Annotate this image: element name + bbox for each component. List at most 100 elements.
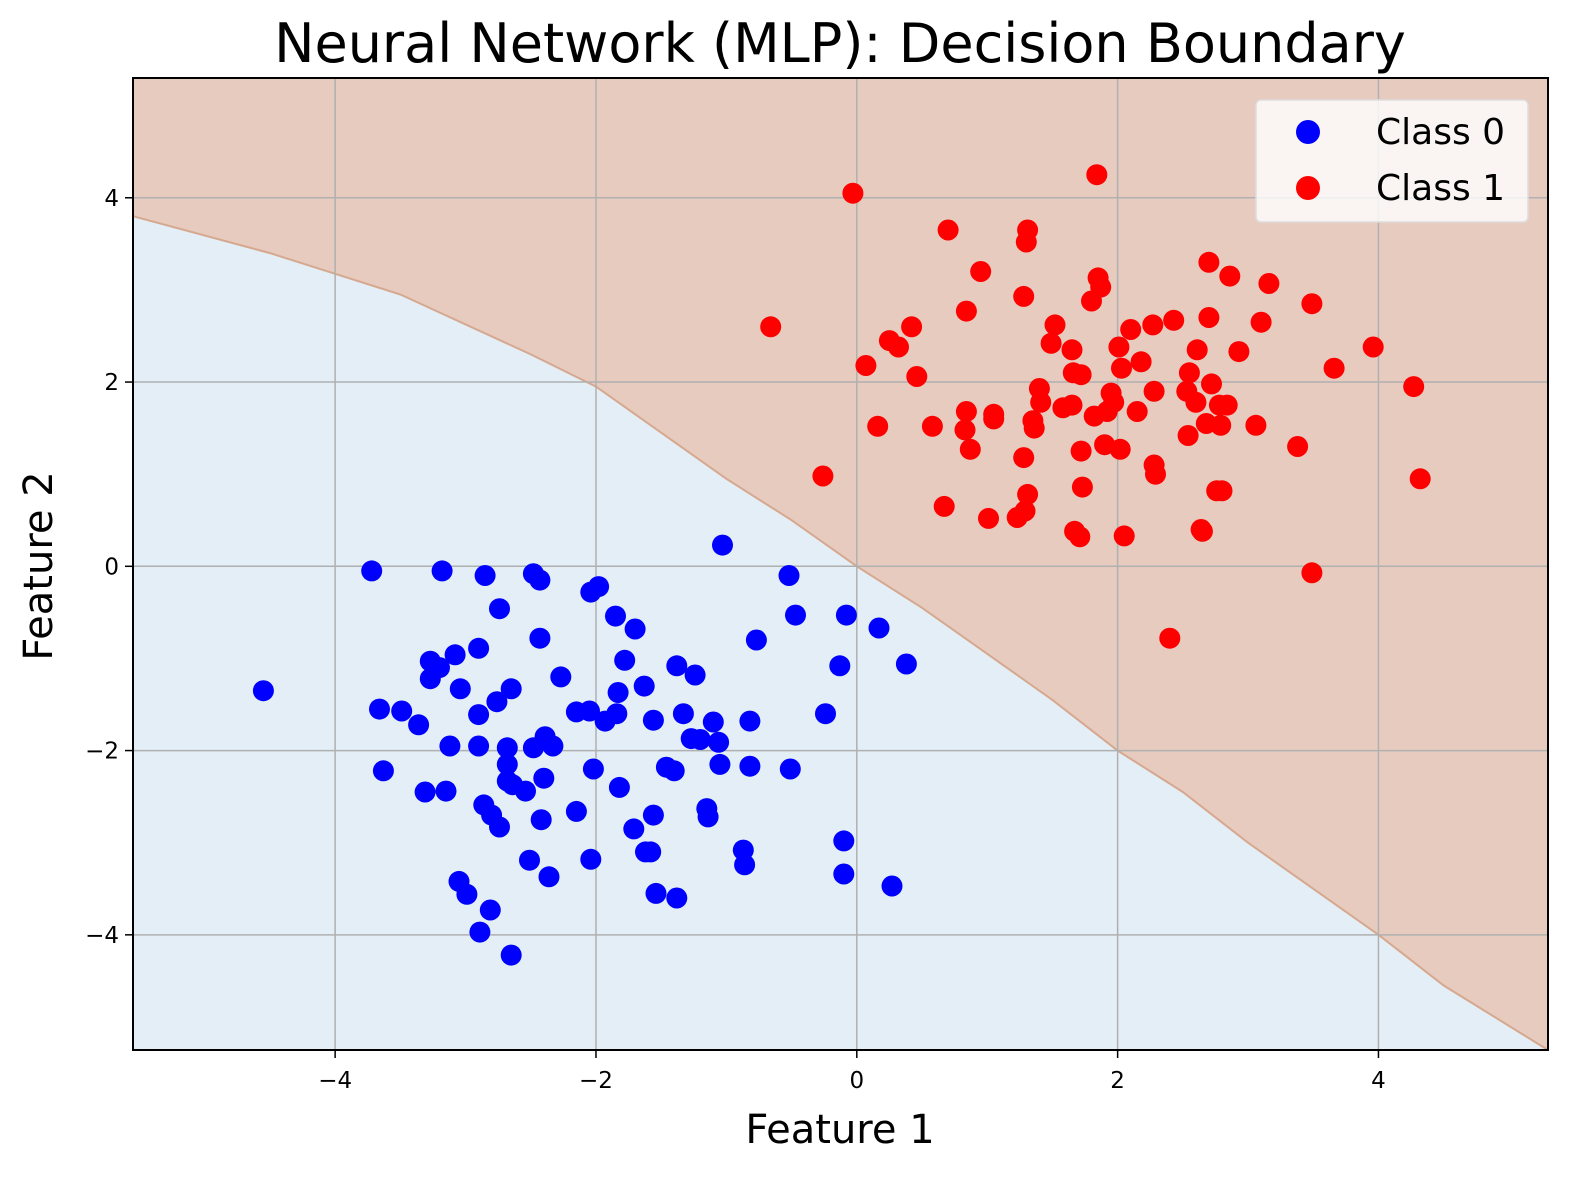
point-class-0	[468, 735, 490, 757]
legend-box	[1255, 99, 1529, 223]
x-tick-label: 4	[1371, 1068, 1386, 1094]
point-class-0	[550, 666, 572, 688]
y-tick-label: 0	[104, 554, 119, 580]
point-class-0	[835, 604, 857, 626]
point-class-1	[1014, 500, 1036, 522]
point-class-0	[582, 758, 604, 780]
point-class-1	[1044, 314, 1066, 336]
point-class-0	[605, 605, 626, 627]
point-class-0	[444, 644, 466, 666]
point-class-0	[708, 731, 730, 753]
point-class-0	[372, 760, 394, 782]
point-class-1	[1228, 341, 1250, 363]
point-class-1	[1191, 520, 1213, 542]
point-class-1	[1258, 273, 1280, 294]
legend-label-class-1: Class 1	[1376, 168, 1505, 209]
point-class-1	[1287, 436, 1309, 457]
point-class-0	[435, 780, 457, 802]
point-class-1	[812, 465, 834, 487]
point-class-1	[1120, 319, 1142, 340]
point-class-0	[779, 758, 801, 780]
point-class-1	[1017, 483, 1039, 505]
y-tick-label: 2	[104, 370, 119, 396]
point-class-0	[815, 703, 836, 725]
point-class-1	[1198, 251, 1220, 273]
point-class-1	[760, 316, 782, 338]
point-class-0	[663, 760, 685, 782]
point-class-0	[431, 560, 453, 582]
point-class-0	[474, 565, 496, 586]
x-tick-label: 2	[1110, 1068, 1125, 1094]
point-class-0	[500, 944, 522, 966]
point-class-0	[408, 714, 430, 736]
plot-area	[132, 77, 1549, 1051]
point-class-0	[623, 818, 645, 840]
point-class-0	[778, 565, 800, 586]
point-class-1	[1159, 627, 1181, 649]
point-class-1	[1030, 391, 1052, 413]
point-class-1	[1178, 362, 1200, 384]
point-class-0	[580, 848, 602, 870]
point-class-0	[697, 806, 719, 828]
decision-boundary-line	[132, 215, 1549, 1051]
point-class-1	[1211, 480, 1233, 502]
point-class-0	[361, 560, 383, 582]
point-class-0	[833, 830, 855, 852]
point-class-1	[1070, 364, 1092, 386]
point-class-1	[954, 419, 976, 441]
point-class-0	[533, 767, 555, 789]
point-class-1	[1061, 394, 1083, 416]
x-tick-label: −4	[318, 1068, 352, 1094]
x-tick-label: −2	[579, 1068, 613, 1094]
point-class-0	[439, 735, 461, 757]
point-class-1	[955, 300, 977, 322]
y-tick-label: −4	[85, 923, 119, 949]
point-class-1	[1245, 414, 1267, 436]
point-class-0	[456, 883, 478, 905]
point-class-1	[906, 366, 928, 387]
point-class-0	[672, 703, 694, 725]
point-class-1	[933, 495, 955, 517]
point-class-1	[1250, 311, 1272, 333]
point-class-1	[1023, 417, 1045, 439]
point-class-0	[529, 627, 551, 649]
axis-ticks: −4 −2 0 2 4 −4 −2 0 2 4	[85, 186, 1386, 1094]
point-class-0	[645, 882, 667, 904]
point-class-1	[1013, 447, 1035, 469]
point-class-1	[1210, 414, 1232, 436]
point-class-1	[1142, 314, 1164, 336]
point-class-1	[1409, 468, 1431, 490]
legend: Class 0 Class 1	[1255, 99, 1529, 223]
chart-title: Neural Network (MLP): Decision Boundary	[274, 12, 1406, 75]
point-class-1	[1163, 309, 1185, 331]
legend-label-class-0: Class 0	[1376, 112, 1505, 153]
point-class-0	[489, 598, 510, 620]
point-class-0	[734, 854, 756, 876]
point-class-0	[469, 921, 491, 943]
point-class-0	[881, 875, 903, 897]
point-class-0	[529, 569, 551, 591]
point-class-0	[868, 617, 890, 639]
point-class-0	[588, 576, 610, 598]
point-class-1	[1086, 164, 1108, 186]
point-class-0	[702, 711, 724, 733]
point-class-1	[1071, 476, 1093, 498]
point-class-1	[1070, 440, 1092, 462]
scatter-points	[252, 164, 1431, 966]
point-class-1	[1219, 265, 1241, 287]
point-class-1	[1301, 293, 1323, 315]
point-class-0	[607, 682, 629, 703]
point-class-0	[666, 655, 688, 677]
point-class-0	[642, 804, 664, 826]
point-class-0	[666, 887, 688, 909]
point-class-0	[642, 709, 664, 731]
point-class-1	[1013, 285, 1035, 307]
point-class-0	[739, 710, 761, 732]
point-class-0	[252, 680, 274, 702]
point-class-0	[391, 700, 413, 722]
x-tick-label: 0	[849, 1068, 864, 1094]
point-class-0	[785, 604, 806, 626]
point-class-0	[419, 668, 441, 690]
point-class-1	[1143, 380, 1165, 402]
point-class-0	[633, 675, 655, 697]
